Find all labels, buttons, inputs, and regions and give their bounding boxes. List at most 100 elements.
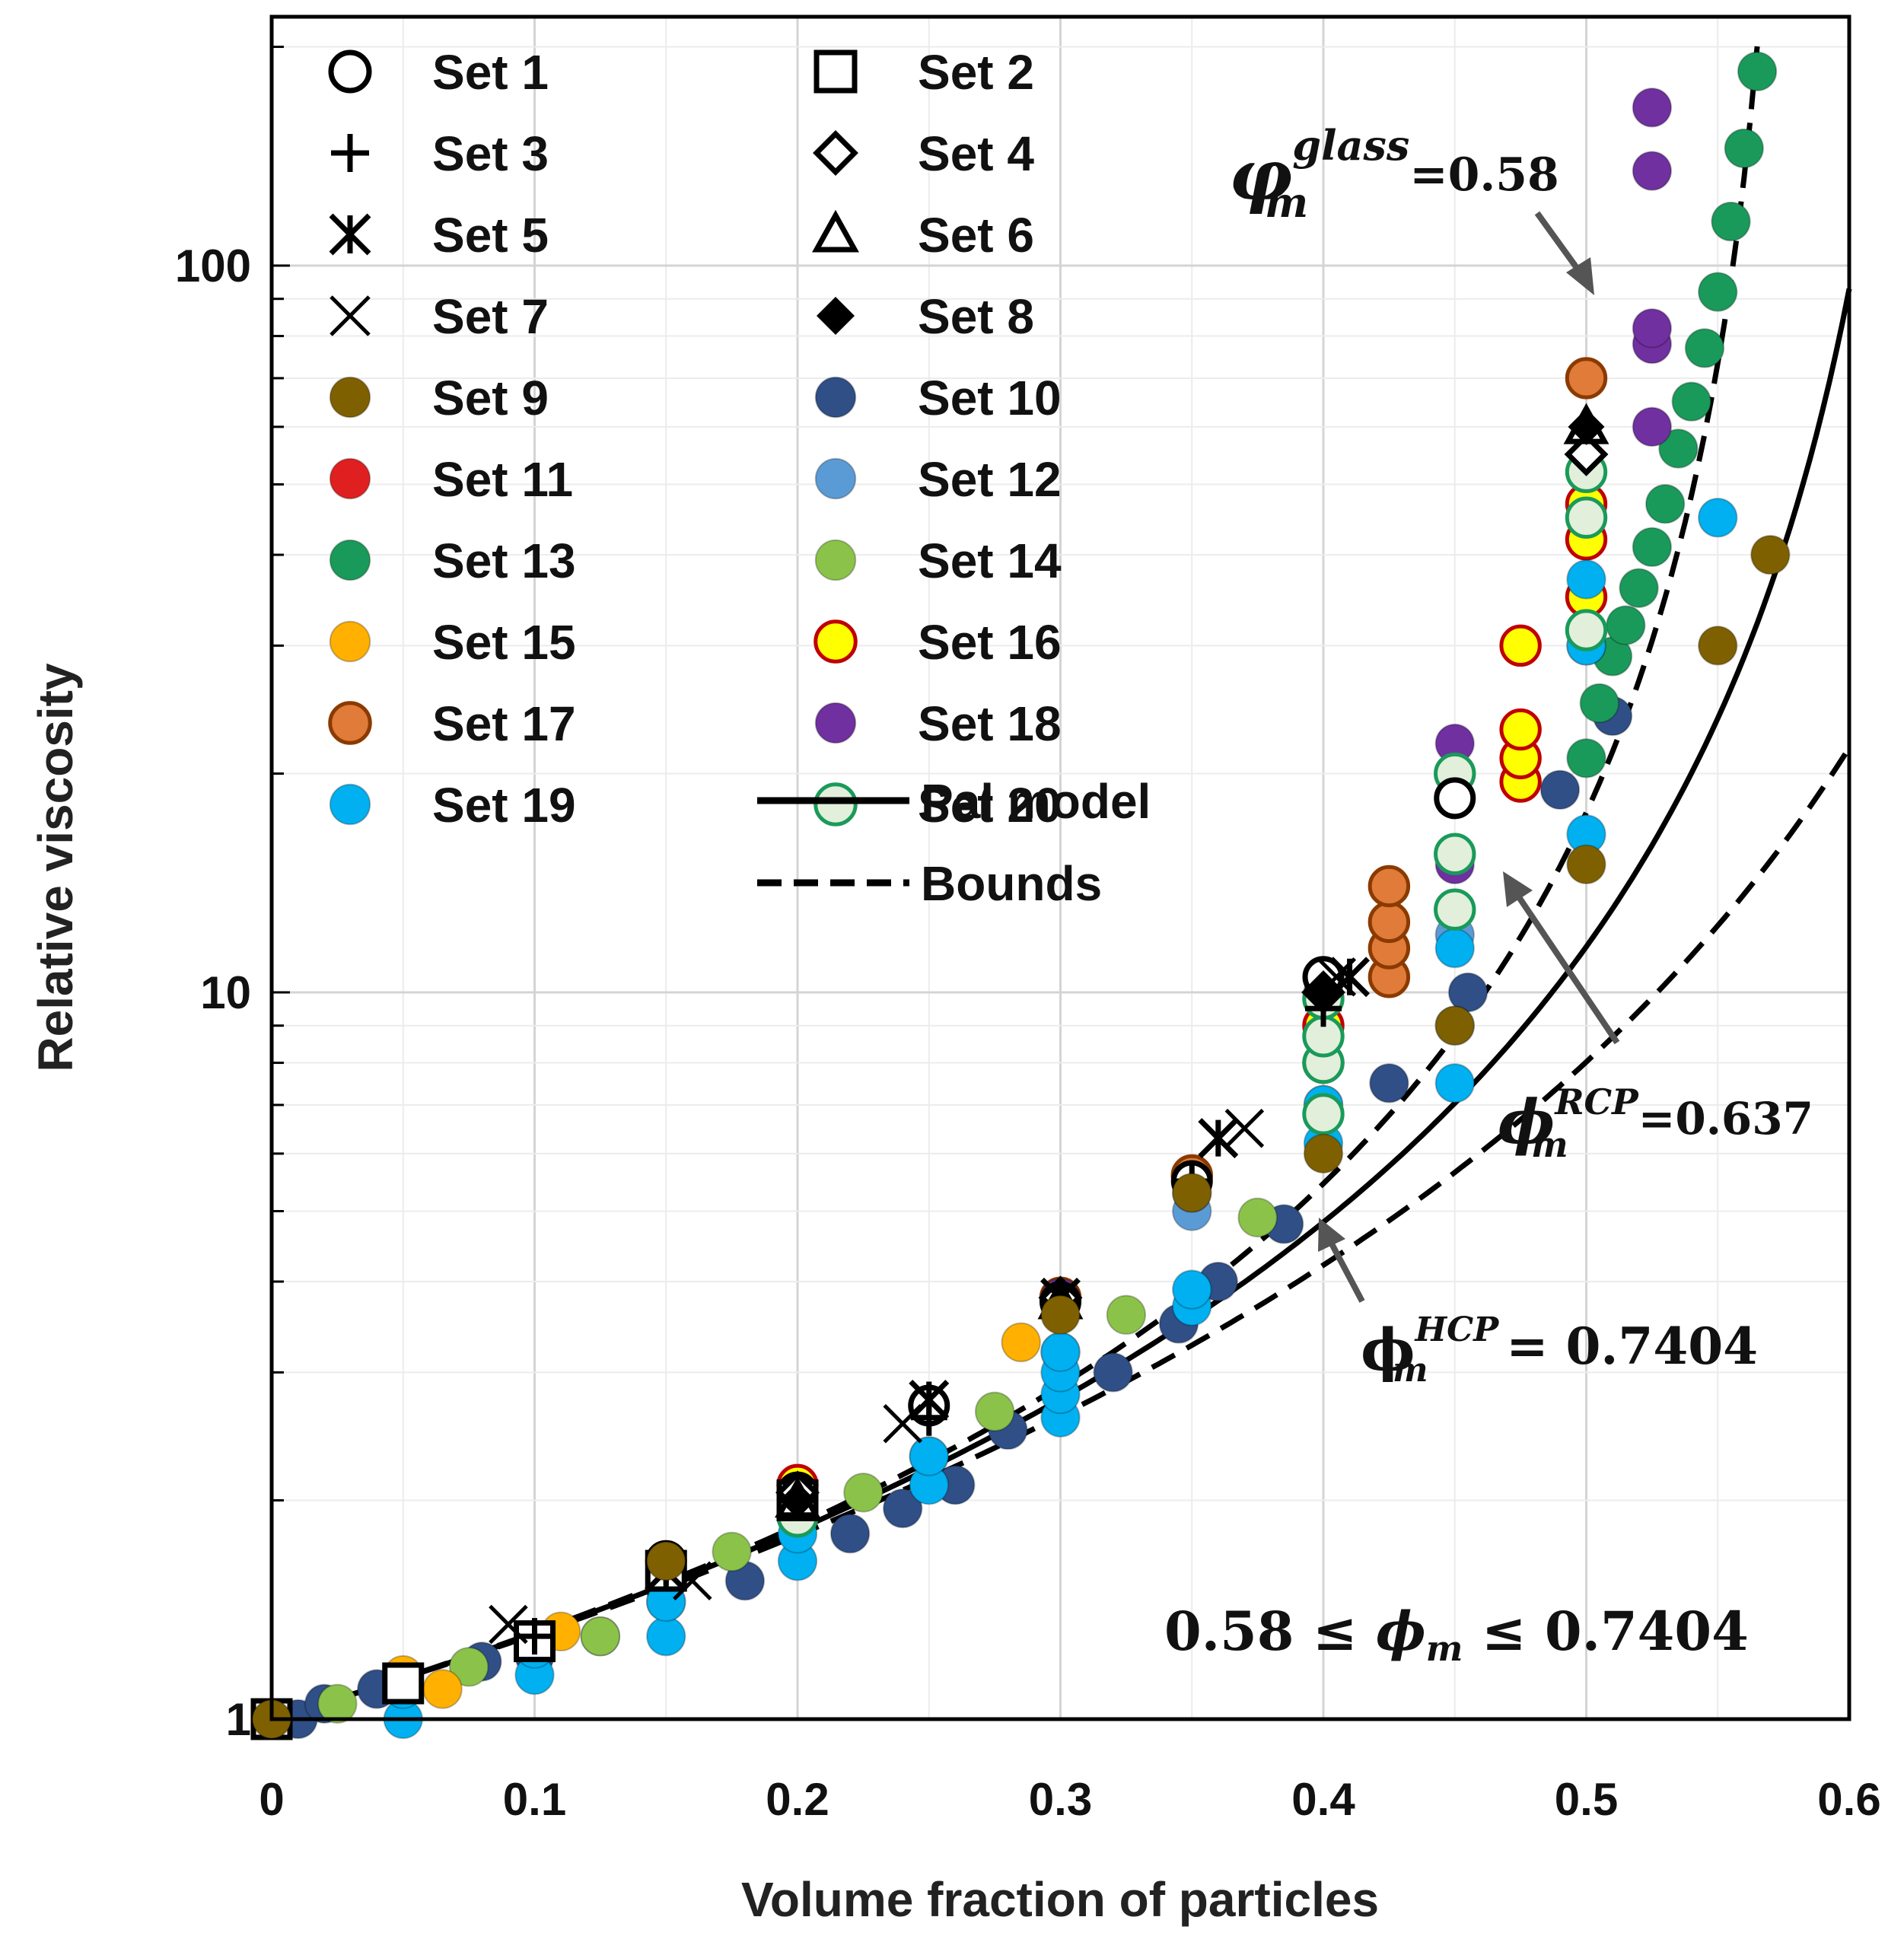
point-set-14 bbox=[712, 1531, 752, 1572]
x-tick-label: 0.5 bbox=[1555, 1774, 1618, 1825]
legend-item-set-3: Set 3 bbox=[331, 126, 549, 181]
legend-label-set-15: Set 15 bbox=[432, 615, 576, 670]
annotation-hcp-value: = 0.7404 bbox=[1506, 1317, 1758, 1376]
legend-label-set-9: Set 9 bbox=[432, 371, 549, 425]
point-set-10 bbox=[1447, 972, 1488, 1013]
annotation-range-sub: m bbox=[1426, 1628, 1463, 1669]
legend-label-set-5: Set 5 bbox=[432, 208, 549, 263]
point-set-9 bbox=[1040, 1294, 1081, 1335]
annotation-glass-symbol: φ bbox=[1229, 134, 1292, 216]
point-set-14 bbox=[1237, 1197, 1278, 1238]
point-set-7 bbox=[489, 1604, 528, 1645]
point-set-8 bbox=[779, 1482, 816, 1519]
annotation-range-symbol: ϕ bbox=[1376, 1600, 1426, 1663]
point-set-18 bbox=[1632, 406, 1673, 447]
point-set-5 bbox=[1198, 1118, 1239, 1159]
legend-item-set-4: Set 4 bbox=[813, 126, 1034, 181]
legend-marker-set-4 bbox=[813, 130, 858, 176]
point-set-1 bbox=[1434, 777, 1476, 820]
legend-marker-set-13 bbox=[329, 539, 371, 581]
point-set-9 bbox=[1303, 1133, 1344, 1174]
legend-item-set-19: Set 19 bbox=[329, 778, 576, 833]
legend-item-set-13: Set 13 bbox=[329, 533, 576, 588]
point-set-10 bbox=[1539, 769, 1581, 810]
series-set-20 bbox=[776, 451, 1608, 1538]
legend-marker-set-3 bbox=[331, 134, 369, 172]
y-tick-label: 100 bbox=[175, 240, 251, 291]
legend-label-set-1: Set 1 bbox=[432, 45, 549, 100]
legend-label-set-10: Set 10 bbox=[918, 371, 1062, 425]
legend-label-set-12: Set 12 bbox=[918, 452, 1062, 507]
annotation-rcp-symbol: ϕ bbox=[1498, 1086, 1555, 1158]
legend-marker-set-6 bbox=[812, 209, 859, 253]
arrow-hcp bbox=[1325, 1235, 1365, 1303]
x-tick-label: 0.6 bbox=[1817, 1774, 1880, 1825]
x-tick-label: 0.2 bbox=[766, 1774, 829, 1825]
annotation-arrows bbox=[1318, 211, 1620, 1303]
point-set-9 bbox=[1750, 534, 1791, 575]
legend-marker-set-17 bbox=[328, 701, 372, 745]
annotation-range: 0.58 ≤ ϕm ≤ 0.7404 bbox=[1164, 1600, 1749, 1669]
point-set-20 bbox=[1434, 833, 1476, 875]
point-set-18 bbox=[1632, 151, 1673, 191]
point-set-13 bbox=[1671, 381, 1711, 422]
point-set-18 bbox=[1632, 88, 1673, 128]
legend-item-set-14: Set 14 bbox=[814, 533, 1062, 588]
point-set-13 bbox=[1632, 527, 1673, 568]
legend-label-set-14: Set 14 bbox=[918, 533, 1062, 588]
series-set-13 bbox=[1566, 51, 1778, 779]
legend-item-set-7: Set 7 bbox=[330, 289, 549, 344]
annotation-glass-sub: m bbox=[1265, 178, 1308, 227]
legend-label-set-6: Set 6 bbox=[918, 208, 1034, 263]
legend-item-set-11: Set 11 bbox=[329, 452, 573, 507]
legend-item-set-5: Set 5 bbox=[329, 208, 549, 263]
point-set-13 bbox=[1566, 738, 1606, 779]
point-set-16 bbox=[1499, 624, 1542, 667]
x-tick-label: 0.1 bbox=[503, 1774, 566, 1825]
point-set-13 bbox=[1645, 483, 1686, 524]
legend-item-pal-model: Pal model bbox=[757, 774, 1151, 829]
annotation-range-left: 0.58 ≤ bbox=[1164, 1600, 1376, 1663]
legend-marker-set-9 bbox=[329, 376, 371, 419]
point-set-8 bbox=[1568, 408, 1605, 445]
legend-marker-set-7 bbox=[330, 295, 371, 336]
series-set-18 bbox=[1040, 88, 1673, 1318]
arrow-hcp-head bbox=[1318, 1218, 1345, 1252]
point-set-13 bbox=[1619, 568, 1659, 608]
point-set-18 bbox=[1632, 308, 1673, 349]
legend-marker-set-2 bbox=[813, 49, 858, 94]
point-set-9 bbox=[1434, 1005, 1475, 1046]
legend-marker-set-19 bbox=[329, 783, 371, 826]
point-set-10 bbox=[1093, 1352, 1133, 1393]
series-set-7 bbox=[489, 957, 1357, 1645]
legend-marker-set-14 bbox=[814, 539, 857, 581]
legend-item-bounds: Bounds bbox=[757, 856, 1102, 911]
legend-item-set-12: Set 12 bbox=[814, 452, 1062, 507]
point-set-9 bbox=[1566, 844, 1606, 885]
point-set-19 bbox=[1434, 928, 1475, 969]
point-set-19 bbox=[1566, 559, 1606, 600]
point-set-9 bbox=[1172, 1173, 1212, 1213]
data-points bbox=[250, 51, 1791, 1740]
point-set-19 bbox=[909, 1436, 949, 1476]
legend-label-set-16: Set 16 bbox=[918, 615, 1062, 670]
y-axis-title: Relative viscosity bbox=[28, 663, 83, 1072]
point-set-20 bbox=[1302, 1093, 1345, 1135]
point-set-13 bbox=[1698, 272, 1738, 312]
legend-label-pal-model: Pal model bbox=[921, 774, 1151, 829]
point-set-9 bbox=[1698, 626, 1738, 666]
legend-label-set-20: Set 20 bbox=[918, 778, 1062, 833]
point-set-7 bbox=[1224, 1108, 1265, 1148]
point-set-19 bbox=[1040, 1332, 1081, 1372]
annotation-glass: φglass=0.58 bbox=[1229, 121, 1559, 216]
arrow-glass-head bbox=[1566, 257, 1594, 295]
annotation-rcp-sub: m bbox=[1531, 1124, 1568, 1165]
point-set-10 bbox=[829, 1514, 871, 1554]
annotation-hcp-symbol: ϕ bbox=[1361, 1316, 1415, 1384]
legend-item-set-20: Set 20 bbox=[813, 778, 1062, 833]
legend-label-set-11: Set 11 bbox=[432, 452, 573, 507]
annotation-rcp-value: =0.637 bbox=[1638, 1093, 1813, 1145]
point-set-7 bbox=[883, 1403, 922, 1444]
arrow-rcp-head bbox=[1503, 871, 1533, 907]
